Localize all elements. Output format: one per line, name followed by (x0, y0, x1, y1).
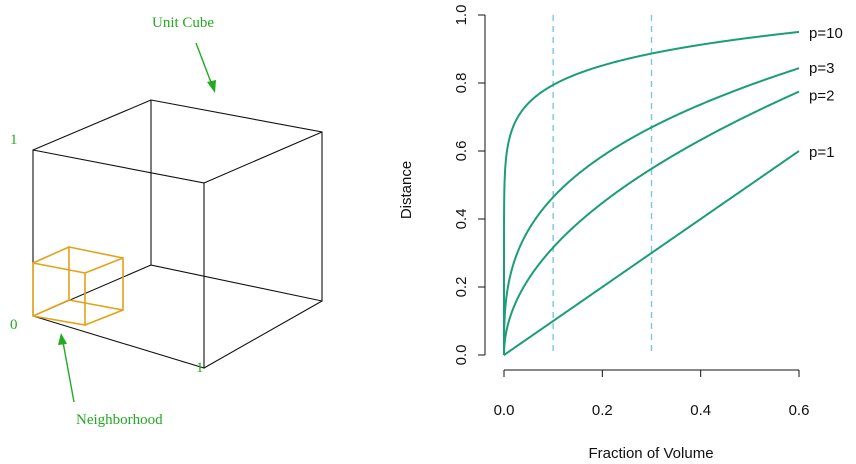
neighborhood-arrow (58, 333, 75, 403)
series-label: p=10 (809, 25, 843, 42)
cube-edge (203, 300, 323, 369)
series-label: p=2 (809, 88, 834, 105)
x-tick-label: 0.4 (690, 402, 711, 419)
unit-cube-panel: Unit Cube Neighborhood 1 0 1 (10, 15, 323, 428)
y-tick-label: 0.0 (453, 345, 470, 366)
y-tick-label: 0.8 (453, 73, 470, 94)
curve-p=2 (503, 90, 800, 355)
x-ticks: 0.0 0.2 0.4 0.6 (494, 370, 810, 419)
x-tick-label: 0.0 (494, 402, 515, 419)
y-tick-label: 0.4 (453, 209, 470, 230)
neighborhood-edge (32, 299, 70, 317)
curve-p=1 (503, 150, 800, 356)
neighborhood-edge (84, 309, 124, 326)
reference-lines (552, 15, 653, 355)
y-axis-label: Distance (398, 161, 415, 219)
neighborhood-label: Neighborhood (76, 412, 163, 428)
curve-p=3 (503, 67, 800, 355)
distance-chart: p=10 p=3 p=2 p=1 0.0 0.2 0.4 0.6 Fraction of V… (398, 5, 843, 462)
series-label: p=3 (809, 60, 834, 77)
cube-axis-label-zero: 0 (10, 317, 18, 333)
series-label: p=1 (809, 144, 834, 161)
curves (503, 30, 800, 356)
y-axis: 0.0 0.2 0.4 0.6 0.8 1.0 Distance (398, 5, 486, 366)
neighborhood-cube (32, 246, 124, 326)
unit-cube-arrow (195, 42, 216, 93)
y-tick-label: 1.0 (453, 5, 470, 26)
x-axis-label: Fraction of Volume (588, 445, 713, 462)
neighborhood-front-face (32, 262, 86, 326)
cube-edge (32, 99, 152, 151)
x-axis: 0.0 0.2 0.4 0.6 Fraction of Volume (494, 369, 810, 462)
unit-cube-label: Unit Cube (152, 15, 214, 31)
y-ticks: 0.0 0.2 0.4 0.6 0.8 1.0 (453, 5, 485, 366)
neighborhood-back-face (68, 246, 124, 311)
y-tick-label: 0.2 (453, 277, 470, 298)
x-tick-label: 0.2 (592, 402, 613, 419)
cube-back-face (150, 99, 323, 302)
neighborhood-edge (84, 257, 124, 274)
cube-edge (203, 131, 323, 184)
curve-p=10 (503, 30, 800, 355)
cube-axis-label-one-horizontal: 1 (196, 360, 204, 376)
x-tick-label: 0.6 (789, 402, 810, 419)
cube-axis-label-one-vertical: 1 (10, 132, 18, 148)
series-labels: p=10 p=3 p=2 p=1 (809, 25, 843, 161)
neighborhood-edge (32, 246, 70, 264)
unit-cube-wireframe (32, 99, 323, 369)
y-tick-label: 0.6 (453, 141, 470, 162)
